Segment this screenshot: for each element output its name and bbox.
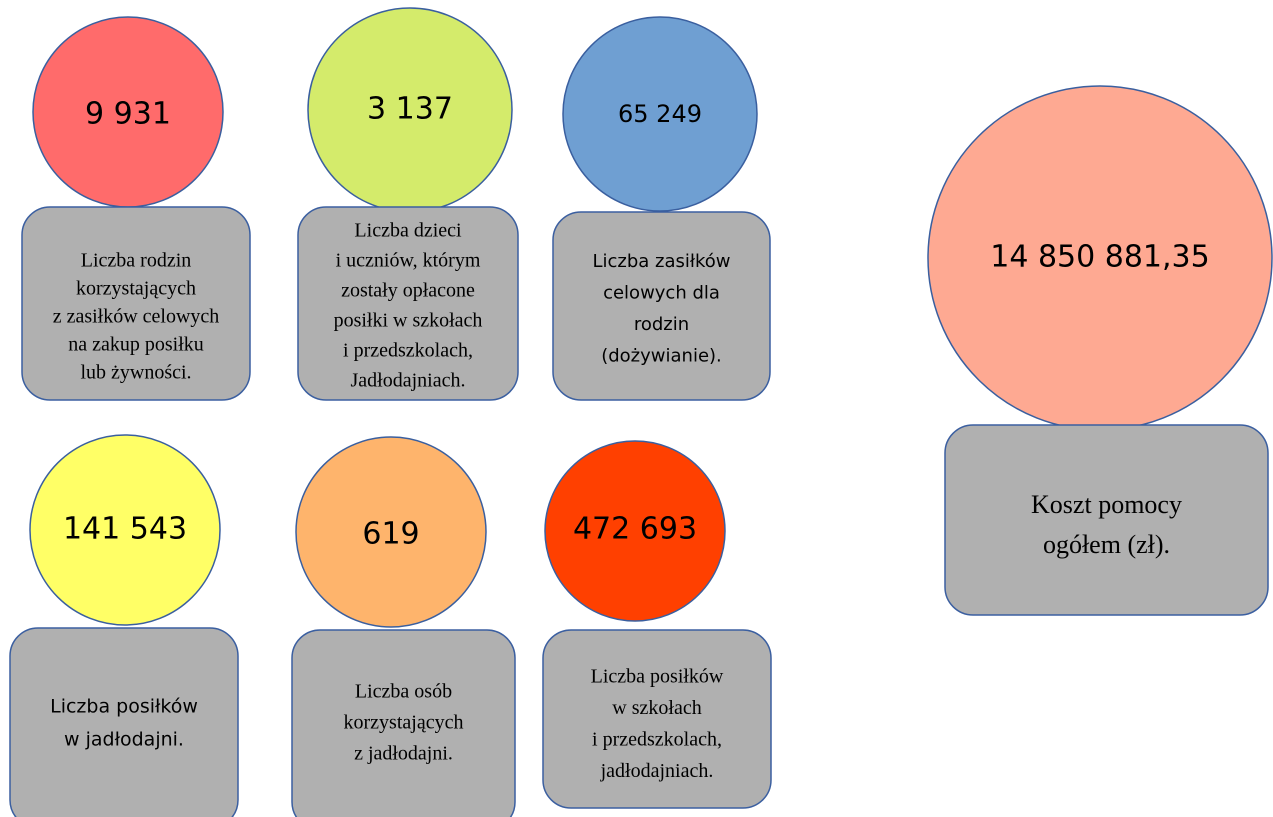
label-line: lub żywności.	[80, 362, 191, 384]
label-line: w jadłodajni.	[64, 729, 184, 751]
value-text: 619	[362, 517, 419, 552]
label-line: z zasiłków celowych	[53, 306, 220, 328]
label-line: Jadłodajniach.	[351, 370, 466, 392]
label-line: Liczba osób	[355, 681, 452, 703]
label-line: ogółem (zł).	[1043, 530, 1170, 559]
value-text: 3 137	[367, 92, 453, 127]
label-box	[542, 629, 772, 809]
value-circle	[562, 16, 758, 212]
value-text: 14 850 881,35	[990, 240, 1209, 275]
label-box	[291, 629, 516, 817]
label-line: (dożywianie).	[601, 346, 722, 367]
label-line: i przedszkolach,	[343, 340, 473, 362]
label-line: zostały opłacone	[341, 280, 475, 302]
label-line: celowych dla	[603, 283, 720, 304]
label-box	[552, 211, 771, 401]
value-text: 65 249	[618, 100, 702, 128]
label-line: i uczniów, którym	[336, 250, 481, 272]
value-text: 9 931	[85, 97, 171, 132]
label-box	[9, 627, 239, 817]
label-line: korzystających	[76, 278, 196, 300]
label-line: rodzin	[634, 314, 689, 335]
label-line: Liczba rodzin	[81, 250, 192, 272]
label-line: posiłki w szkołach	[334, 310, 483, 332]
label-line: Koszt pomocy	[1031, 490, 1182, 519]
value-circle	[544, 440, 726, 622]
label-line: Liczba dzieci	[354, 220, 462, 242]
label-line: Liczba posiłków	[591, 666, 724, 688]
label-line: korzystających	[344, 712, 464, 734]
value-circle	[29, 434, 221, 626]
label-box	[944, 424, 1269, 616]
label-box	[297, 206, 519, 401]
label-line: Liczba zasiłków	[592, 251, 730, 272]
value-text: 141 543	[63, 512, 187, 547]
label-line: na zakup posiłku	[68, 334, 204, 356]
label-line: jadłodajniach.	[600, 760, 714, 782]
label-line: w szkołach	[612, 697, 701, 719]
label-line: z jadłodajni.	[354, 743, 453, 765]
label-line: i przedszkolach,	[592, 729, 722, 751]
value-circle	[295, 436, 487, 628]
label-box	[21, 206, 251, 401]
label-line: Liczba posiłków	[50, 696, 198, 718]
value-text: 472 693	[573, 512, 697, 547]
